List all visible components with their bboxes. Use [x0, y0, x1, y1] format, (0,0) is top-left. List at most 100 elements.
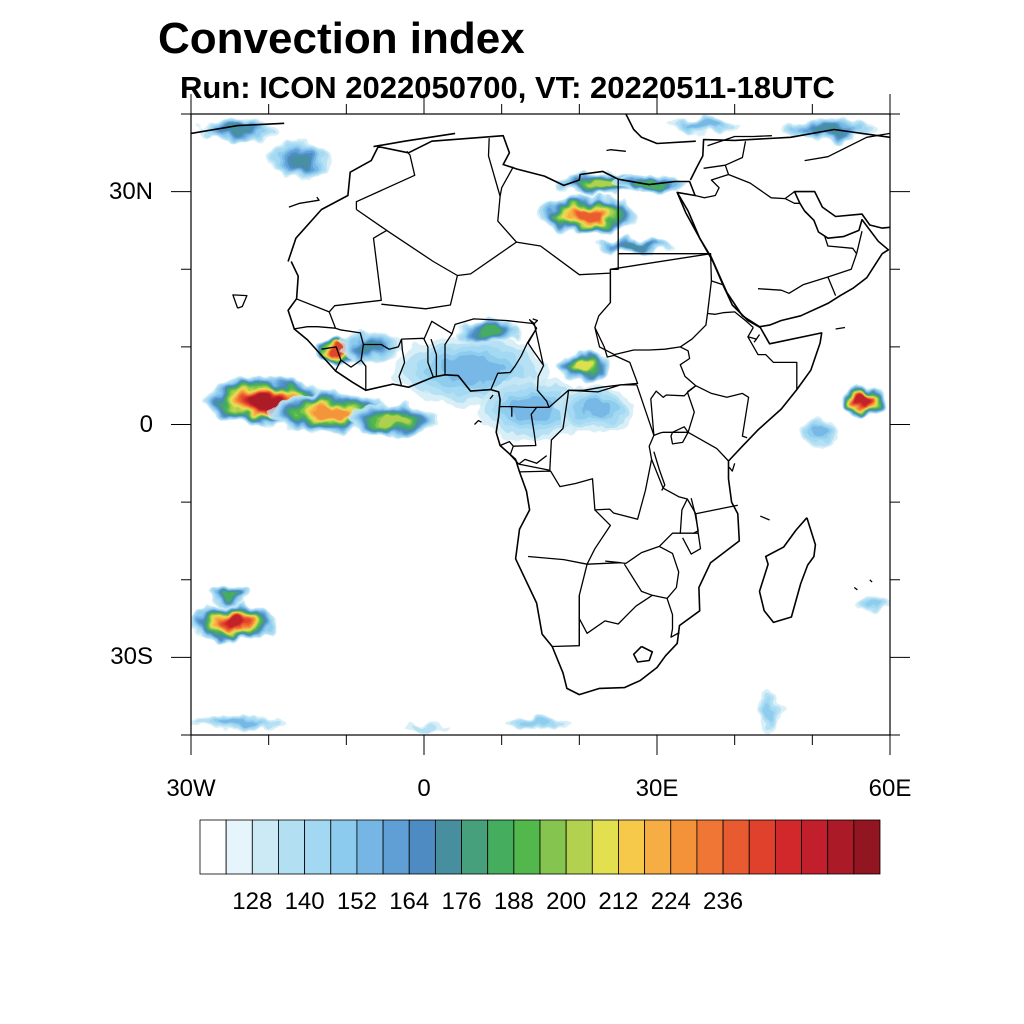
coastline	[689, 128, 890, 181]
colorbar-swatch	[591, 819, 619, 875]
country-border	[360, 344, 367, 391]
colorbar-swatch	[330, 819, 358, 875]
country-border	[747, 327, 761, 340]
coastline	[676, 190, 890, 328]
island-outline	[606, 149, 626, 152]
colorbar-swatch	[278, 819, 306, 875]
chart-title: Convection index	[158, 14, 525, 63]
country-border	[594, 327, 697, 393]
island-outline	[489, 394, 494, 400]
coastline	[373, 132, 456, 148]
country-border	[709, 253, 726, 291]
convection-cell	[191, 603, 277, 642]
country-border	[695, 385, 750, 439]
colorbar-swatch	[487, 819, 515, 875]
colorbar-tick-label: 128	[232, 888, 273, 915]
colorbar-swatch	[356, 819, 384, 875]
country-border	[707, 311, 754, 328]
convection-cell	[757, 688, 782, 735]
colorbar-swatch	[618, 819, 646, 875]
country-border	[703, 141, 747, 169]
island-outline	[835, 326, 846, 330]
convection-field	[191, 117, 890, 735]
lake-outline	[690, 498, 699, 534]
geography-outlines	[191, 114, 890, 696]
coastline	[287, 134, 823, 696]
convection-cell	[594, 238, 673, 254]
colorbar-tick-label: 236	[703, 888, 744, 915]
colorbar-tick-label: 224	[650, 888, 691, 915]
country-border	[666, 598, 680, 638]
convection-cell	[210, 585, 250, 605]
colorbar-swatch	[199, 819, 227, 875]
chart-subtitle: Run: ICON 2022050700, VT: 20220511-18UTC	[180, 70, 835, 105]
convection-cell	[400, 722, 448, 732]
island-outline	[728, 463, 736, 472]
colorbar-swatch	[774, 819, 802, 875]
country-border	[500, 405, 513, 417]
country-border	[295, 208, 388, 313]
coastline	[625, 114, 696, 145]
country-border	[518, 384, 655, 471]
country-border	[321, 346, 342, 361]
colorbar-swatch	[722, 819, 750, 875]
colorbar-swatch	[225, 819, 253, 875]
colorbar-swatch	[827, 819, 855, 875]
convection-cell	[839, 385, 887, 417]
country-border	[728, 173, 800, 204]
x-tick-label: 30E	[635, 775, 679, 802]
colorbar-tick-label: 140	[284, 888, 325, 915]
lake-outline	[532, 318, 539, 325]
x-tick-label: 60E	[868, 775, 912, 802]
country-border	[757, 236, 858, 294]
country-border	[444, 318, 535, 375]
country-border	[355, 150, 416, 210]
colorbar-swatch	[539, 819, 567, 875]
convection-cell	[800, 416, 840, 448]
coastline	[632, 645, 654, 663]
lake-outline	[653, 451, 666, 491]
convection-cell	[268, 141, 331, 180]
x-tick-label: 0	[417, 775, 431, 802]
colorbar-swatch	[513, 819, 541, 875]
island-outline	[869, 579, 873, 583]
country-border	[499, 440, 514, 447]
country-border	[528, 509, 612, 565]
country-border	[747, 336, 798, 390]
colorbar-tick-label: 188	[493, 888, 534, 915]
colorbar-swatch	[461, 819, 489, 875]
y-tick-label: 0	[139, 410, 153, 438]
country-border	[334, 359, 362, 372]
country-border	[430, 338, 438, 377]
convection-cell	[478, 377, 588, 441]
country-border	[680, 532, 702, 555]
convection-cell	[556, 385, 634, 433]
country-border	[587, 498, 688, 565]
country-border	[855, 231, 863, 254]
country-border	[686, 391, 695, 433]
country-border	[827, 276, 837, 296]
y-tick-label: 30S	[110, 643, 153, 671]
country-border	[511, 405, 549, 409]
lake-outline	[670, 426, 689, 445]
convection-cell	[191, 715, 285, 732]
colorbar-tick-label: 212	[598, 888, 639, 915]
colorbar-swatch	[565, 819, 593, 875]
x-tick-label: 30W	[166, 775, 216, 802]
convection-cell	[858, 595, 890, 611]
colorbar-swatch	[304, 819, 332, 875]
colorbar-swatch	[853, 819, 881, 875]
colorbar-swatch	[382, 819, 410, 875]
convection-cell	[505, 717, 568, 730]
colorbar-tick-label: 152	[336, 888, 377, 915]
country-border	[499, 166, 514, 197]
country-border	[457, 138, 518, 277]
colorbar-swatch	[644, 819, 672, 875]
country-border	[694, 164, 730, 199]
country-border	[398, 339, 406, 386]
colorbar-swatch	[748, 819, 776, 875]
convection-cell	[458, 319, 522, 343]
country-border	[623, 545, 680, 600]
country-border	[423, 338, 434, 378]
